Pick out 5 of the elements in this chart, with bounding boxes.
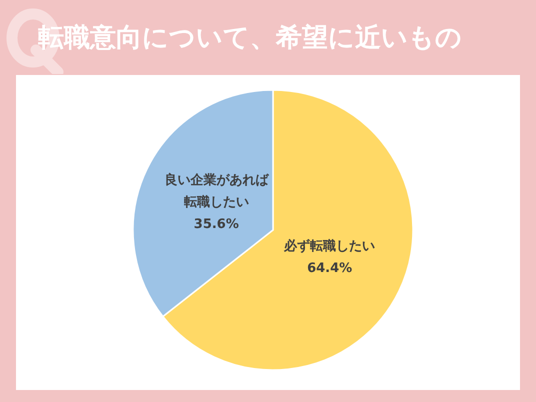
data-label: 35.6% bbox=[194, 217, 239, 232]
chart-title: 転職意向について、希望に近いもの bbox=[38, 22, 462, 55]
slice-label: 必ず転職したい bbox=[283, 238, 376, 254]
data-label: 64.4% bbox=[307, 261, 352, 276]
slice-label: 良い企業があれば転職したい bbox=[164, 172, 270, 210]
